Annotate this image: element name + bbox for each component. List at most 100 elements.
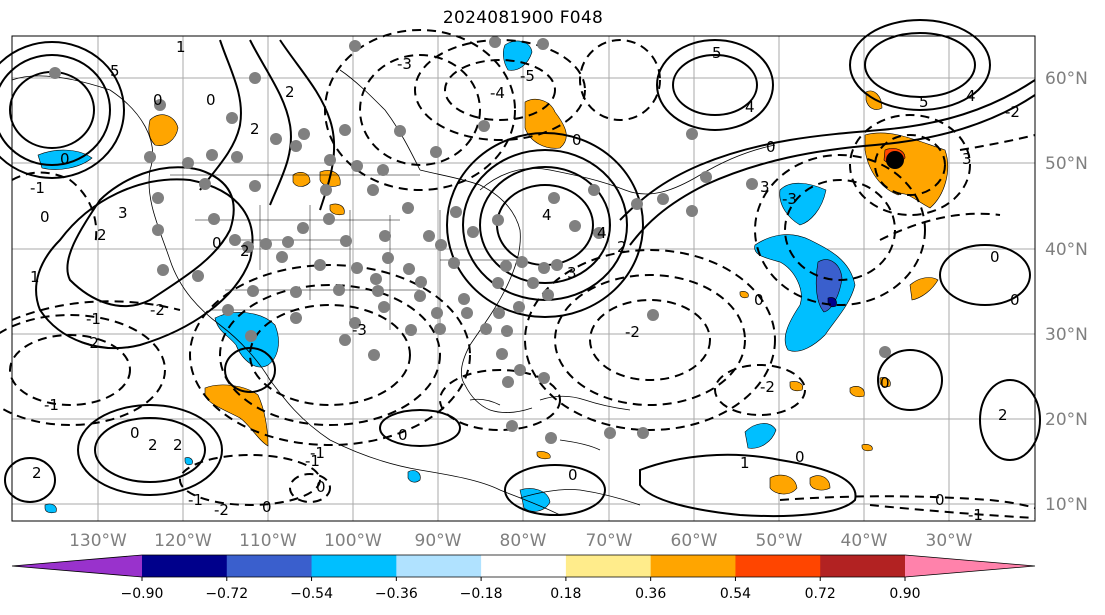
contour-label: -4 bbox=[490, 84, 505, 102]
contour-label: 0 bbox=[60, 150, 70, 168]
lat-label: 60°N bbox=[1045, 69, 1088, 89]
colorbar-tick-label: 0.54 bbox=[719, 586, 752, 602]
colorbar-tick-label: −0.36 bbox=[374, 586, 418, 602]
lon-label: 110°W bbox=[239, 531, 297, 551]
colorbar-tick-label: 0.36 bbox=[635, 586, 667, 602]
contour-label: -5 bbox=[520, 67, 535, 85]
lon-label: 70°W bbox=[586, 531, 633, 551]
contour-label: 2 bbox=[173, 436, 183, 454]
map-border bbox=[11, 35, 1036, 522]
contour-label: -1 bbox=[968, 506, 983, 524]
contour-label: 4 bbox=[542, 206, 552, 224]
contour-label: 3 bbox=[962, 150, 972, 168]
colorbar-swatch bbox=[396, 555, 482, 577]
lon-label: 120°W bbox=[154, 531, 212, 551]
lon-label: 40°W bbox=[841, 531, 888, 551]
contour-label: 0 bbox=[212, 234, 222, 252]
contour-label: 4 bbox=[966, 87, 976, 105]
lon-label: 30°W bbox=[926, 531, 973, 551]
colorbar-swatch bbox=[481, 555, 567, 577]
contour-label: 2 bbox=[285, 83, 295, 101]
contour-label: 0 bbox=[316, 478, 326, 496]
contour-label: 1 bbox=[30, 268, 40, 286]
contour-label: 0 bbox=[766, 138, 776, 156]
lat-label: 40°N bbox=[1045, 240, 1088, 260]
colorbar-swatch bbox=[226, 555, 313, 577]
colorbar-tick-label: −0.90 bbox=[120, 586, 164, 602]
contour-label: -2 bbox=[1005, 103, 1020, 121]
contour-label: -1 bbox=[30, 179, 45, 197]
contour-label: 4 bbox=[597, 224, 607, 242]
contour-label: 5 bbox=[110, 62, 120, 80]
colorbar-tick-label: 0.72 bbox=[804, 586, 836, 602]
contour-label: 3 bbox=[760, 178, 770, 196]
contour-label: -3 bbox=[782, 190, 797, 208]
contour-label: -2 bbox=[760, 378, 775, 396]
colorbar-tick-label: −0.72 bbox=[205, 586, 249, 602]
station-markers bbox=[49, 36, 891, 444]
contour-label: 0 bbox=[880, 374, 890, 392]
contour-label: -2 bbox=[214, 501, 229, 519]
contour-label: 0 bbox=[1010, 291, 1020, 309]
contour-label: 5 bbox=[919, 93, 929, 111]
map-title: 2024081900 F048 bbox=[442, 8, 604, 28]
contour-label: -1 bbox=[86, 310, 101, 328]
contour-label: -1 bbox=[188, 491, 203, 509]
contour-label: 0 bbox=[262, 498, 272, 516]
colorbar bbox=[11, 554, 1036, 581]
contour-label: 0 bbox=[40, 208, 50, 226]
lon-label: 50°W bbox=[756, 531, 803, 551]
contour-label: 0 bbox=[130, 424, 140, 442]
contour-label: 2 bbox=[998, 406, 1008, 424]
contour-label: 3 bbox=[118, 204, 128, 222]
lon-label: 60°W bbox=[671, 531, 718, 551]
contour-label: 2 bbox=[617, 238, 627, 256]
lat-label: 10°N bbox=[1045, 495, 1088, 515]
contour-label: -2 bbox=[84, 334, 99, 352]
colorbar-extend-high bbox=[905, 555, 1035, 577]
contour-label: 0 bbox=[754, 291, 764, 309]
contour-labels: -5 -4 5 4 5 4 3 2 2 0 0 -1 0 3 2 1 -1 -2… bbox=[30, 38, 1020, 524]
lon-label: 100°W bbox=[324, 531, 382, 551]
contour-label: -3 bbox=[397, 55, 412, 73]
center-marker bbox=[886, 151, 904, 169]
colorbar-swatch bbox=[820, 555, 906, 577]
contour-label: 4 bbox=[745, 98, 755, 116]
lat-label: 20°N bbox=[1045, 410, 1088, 430]
lat-label: 30°N bbox=[1045, 325, 1088, 345]
lon-label: 80°W bbox=[500, 531, 547, 551]
contour-label: 0 bbox=[935, 491, 945, 509]
lon-label: 130°W bbox=[69, 531, 127, 551]
contour-label: -2 bbox=[625, 323, 640, 341]
contour-label: 2 bbox=[97, 226, 107, 244]
lat-label: 50°N bbox=[1045, 154, 1088, 174]
colorbar-tick-label: 0.90 bbox=[889, 586, 921, 602]
contour-label: 2 bbox=[250, 120, 260, 138]
latitude-labels: 60°N 50°N 40°N 30°N 20°N 10°N bbox=[1045, 69, 1088, 515]
contour-label: 2 bbox=[240, 242, 250, 260]
contour-label: 0 bbox=[572, 131, 582, 149]
colorbar-swatch bbox=[650, 555, 736, 577]
contour-label: 2 bbox=[148, 436, 158, 454]
colorbar-swatch bbox=[565, 555, 652, 577]
contour-label: -1 bbox=[310, 444, 325, 462]
contour-label: 1 bbox=[740, 454, 750, 472]
contour-label: 0 bbox=[568, 466, 578, 484]
longitude-labels: 130°W 120°W 110°W 100°W 90°W 80°W 70°W 6… bbox=[69, 531, 973, 551]
contour-label: 0 bbox=[990, 248, 1000, 266]
lon-label: 90°W bbox=[415, 531, 462, 551]
contour-label: 3 bbox=[567, 264, 577, 282]
dashed-contours bbox=[0, 29, 1036, 519]
contour-label: 0 bbox=[153, 91, 163, 109]
contour-label: -3 bbox=[352, 321, 367, 339]
contour-label: 5 bbox=[712, 44, 722, 62]
colorbar-extend-low bbox=[12, 555, 142, 577]
contour-label: 1 bbox=[176, 38, 186, 56]
contour-label: 2 bbox=[32, 464, 42, 482]
contour-label: 0 bbox=[795, 448, 805, 466]
contour-label: 0 bbox=[206, 91, 216, 109]
colorbar-swatch bbox=[311, 555, 397, 577]
colorbar-swatch bbox=[735, 555, 821, 577]
contour-label: -1 bbox=[305, 452, 320, 470]
